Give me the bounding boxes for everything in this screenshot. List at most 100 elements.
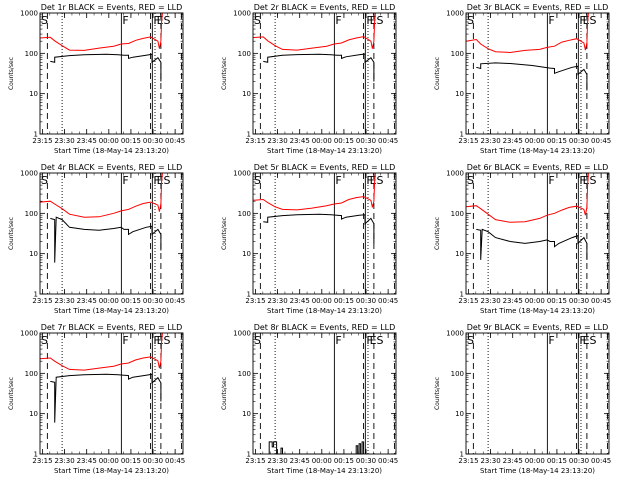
x-tick-label: 23:45	[77, 297, 97, 305]
series-line-events	[263, 213, 375, 244]
series-line-lld	[39, 12, 163, 51]
x-tick-label: 00:45	[378, 297, 398, 305]
marker-label-f: F	[366, 334, 372, 347]
y-axis-label: Counts/sec	[434, 217, 441, 250]
y-tick-label: 10	[242, 410, 251, 418]
marker-label-f: F	[153, 14, 159, 27]
plot-frame	[465, 172, 610, 295]
x-tick-label: 00:15	[334, 137, 354, 145]
x-tick-label: 00:15	[334, 297, 354, 305]
y-tick-label: 1000	[20, 330, 38, 338]
x-axis-label: Start Time (18-May-14 23:13:20)	[54, 147, 169, 155]
x-tick-label: 00:30	[143, 457, 163, 465]
marker-label-es: ES	[157, 174, 171, 187]
series-line-lld	[465, 172, 589, 223]
y-tick-label: 1000	[233, 10, 251, 18]
x-tick-label: 00:00	[99, 457, 119, 465]
marker-label-s: S	[254, 14, 261, 27]
y-tick-label: 1000	[233, 170, 251, 178]
marker-label-s: S	[467, 334, 474, 347]
x-axis-label: Start Time (18-May-14 23:13:20)	[267, 147, 382, 155]
x-tick-label: 00:30	[569, 137, 589, 145]
y-tick-label: 10	[455, 410, 464, 418]
series-line-events	[476, 228, 588, 260]
marker-label-f: F	[579, 14, 585, 27]
series-line-events	[268, 441, 365, 455]
marker-label-f: F	[153, 334, 159, 347]
y-axis-label: Counts/sec	[434, 377, 441, 410]
series-line-events	[50, 216, 162, 263]
x-axis-label: Start Time (18-May-14 23:13:20)	[480, 147, 595, 155]
y-tick-label: 100	[25, 210, 38, 218]
y-axis-label: Counts/sec	[8, 217, 15, 250]
marker-label-es: ES	[370, 174, 384, 187]
x-tick-label: 00:45	[591, 457, 611, 465]
x-axis-label: Start Time (18-May-14 23:13:20)	[480, 467, 595, 475]
x-tick-label: 23:45	[290, 137, 310, 145]
x-tick-label: 23:45	[290, 457, 310, 465]
x-tick-label: 23:45	[503, 137, 523, 145]
y-tick-label: 1	[34, 291, 38, 299]
marker-label-s: S	[41, 174, 48, 187]
chart-title: Det 5r BLACK = Events, RED = LLD	[254, 163, 396, 172]
marker-label-f: F	[548, 14, 554, 27]
chart-title: Det 6r BLACK = Events, RED = LLD	[467, 163, 609, 172]
x-axis-label: Start Time (18-May-14 23:13:20)	[267, 307, 382, 315]
y-tick-label: 1000	[446, 10, 464, 18]
x-tick-label: 23:45	[290, 297, 310, 305]
marker-label-es: ES	[583, 334, 597, 347]
x-tick-label: 23:15	[32, 457, 52, 465]
y-tick-label: 100	[451, 370, 464, 378]
x-tick-label: 00:15	[547, 457, 567, 465]
marker-label-f: F	[366, 14, 372, 27]
series-line-lld	[465, 12, 589, 54]
chart-panel: Det 1r BLACK = Events, RED = LLD Counts/s…	[8, 3, 185, 155]
x-tick-label: 23:15	[245, 457, 265, 465]
x-tick-label: 23:30	[267, 457, 287, 465]
marker-label-es: ES	[583, 174, 597, 187]
marker-label-f: F	[579, 174, 585, 187]
y-tick-label: 1	[460, 131, 464, 139]
x-tick-label: 00:45	[591, 297, 611, 305]
x-tick-label: 00:00	[99, 137, 119, 145]
marker-label-s: S	[254, 174, 261, 187]
marker-label-f: F	[122, 14, 128, 27]
x-tick-label: 00:00	[525, 137, 545, 145]
x-tick-label: 00:30	[569, 457, 589, 465]
x-tick-label: 00:15	[334, 457, 354, 465]
marker-label-f: F	[122, 174, 128, 187]
chart-title: Det 2r BLACK = Events, RED = LLD	[254, 3, 396, 12]
chart-panel: Det 3r BLACK = Events, RED = LLD Counts/s…	[434, 3, 611, 155]
x-axis-label: Start Time (18-May-14 23:13:20)	[54, 467, 169, 475]
y-tick-label: 10	[29, 250, 38, 258]
plot-frame	[252, 172, 397, 295]
marker-label-f: F	[548, 334, 554, 347]
plot-frame	[39, 12, 184, 135]
x-tick-label: 23:15	[32, 297, 52, 305]
y-axis-label: Counts/sec	[8, 57, 15, 90]
y-tick-label: 1000	[20, 10, 38, 18]
x-axis-label: Start Time (18-May-14 23:13:20)	[267, 467, 382, 475]
x-tick-label: 23:30	[54, 297, 74, 305]
y-tick-label: 100	[238, 50, 251, 58]
x-tick-label: 00:30	[356, 137, 376, 145]
plot-frame	[252, 12, 397, 135]
y-tick-label: 10	[455, 250, 464, 258]
x-tick-label: 23:30	[54, 137, 74, 145]
x-tick-label: 00:45	[591, 137, 611, 145]
y-axis-label: Counts/sec	[221, 217, 228, 250]
chart-title: Det 8r BLACK = Events, RED = LLD	[254, 323, 396, 332]
marker-label-f: F	[153, 174, 159, 187]
marker-label-f: F	[335, 14, 341, 27]
chart-title: Det 9r BLACK = Events, RED = LLD	[467, 323, 609, 332]
chart-panel: Det 8r BLACK = Events, RED = LLD Counts/s…	[221, 323, 398, 475]
chart-title: Det 7r BLACK = Events, RED = LLD	[41, 323, 183, 332]
series-line-lld	[39, 332, 163, 371]
y-tick-label: 1000	[446, 330, 464, 338]
y-axis-label: Counts/sec	[221, 377, 228, 410]
marker-label-s: S	[254, 334, 261, 347]
y-axis-label: Counts/sec	[221, 57, 228, 90]
series-line-events	[476, 62, 588, 91]
x-tick-label: 00:45	[378, 457, 398, 465]
